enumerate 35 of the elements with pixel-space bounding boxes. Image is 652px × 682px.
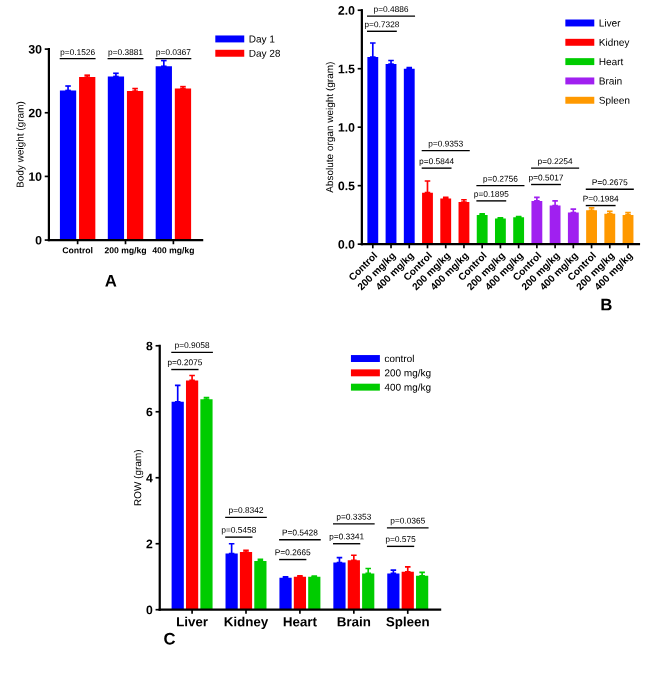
bar — [416, 575, 429, 610]
text: B — [601, 298, 612, 311]
bar — [254, 560, 267, 610]
bar — [476, 214, 488, 245]
bar — [513, 217, 525, 245]
bar — [107, 76, 125, 241]
bar — [586, 210, 597, 245]
text: C — [164, 632, 176, 645]
bar — [387, 573, 400, 610]
bar — [403, 68, 415, 245]
bar — [549, 205, 561, 245]
bar — [293, 576, 307, 610]
bar — [401, 571, 414, 610]
text: A — [105, 274, 117, 287]
bar — [567, 212, 579, 245]
bar — [531, 200, 543, 245]
bar — [79, 77, 96, 241]
bar — [622, 214, 634, 245]
bar — [347, 560, 360, 610]
bar — [440, 198, 452, 245]
bar — [155, 66, 172, 241]
bar — [174, 88, 192, 241]
bar — [604, 213, 616, 245]
bar — [59, 90, 77, 241]
bar — [185, 380, 199, 610]
bar — [385, 64, 397, 245]
bar — [308, 576, 321, 610]
bar — [126, 91, 144, 241]
bar — [279, 577, 292, 610]
bar — [225, 553, 238, 610]
bar — [333, 562, 346, 610]
bar — [362, 573, 375, 610]
bar — [239, 551, 253, 610]
bar — [200, 399, 213, 610]
bar — [494, 218, 506, 245]
